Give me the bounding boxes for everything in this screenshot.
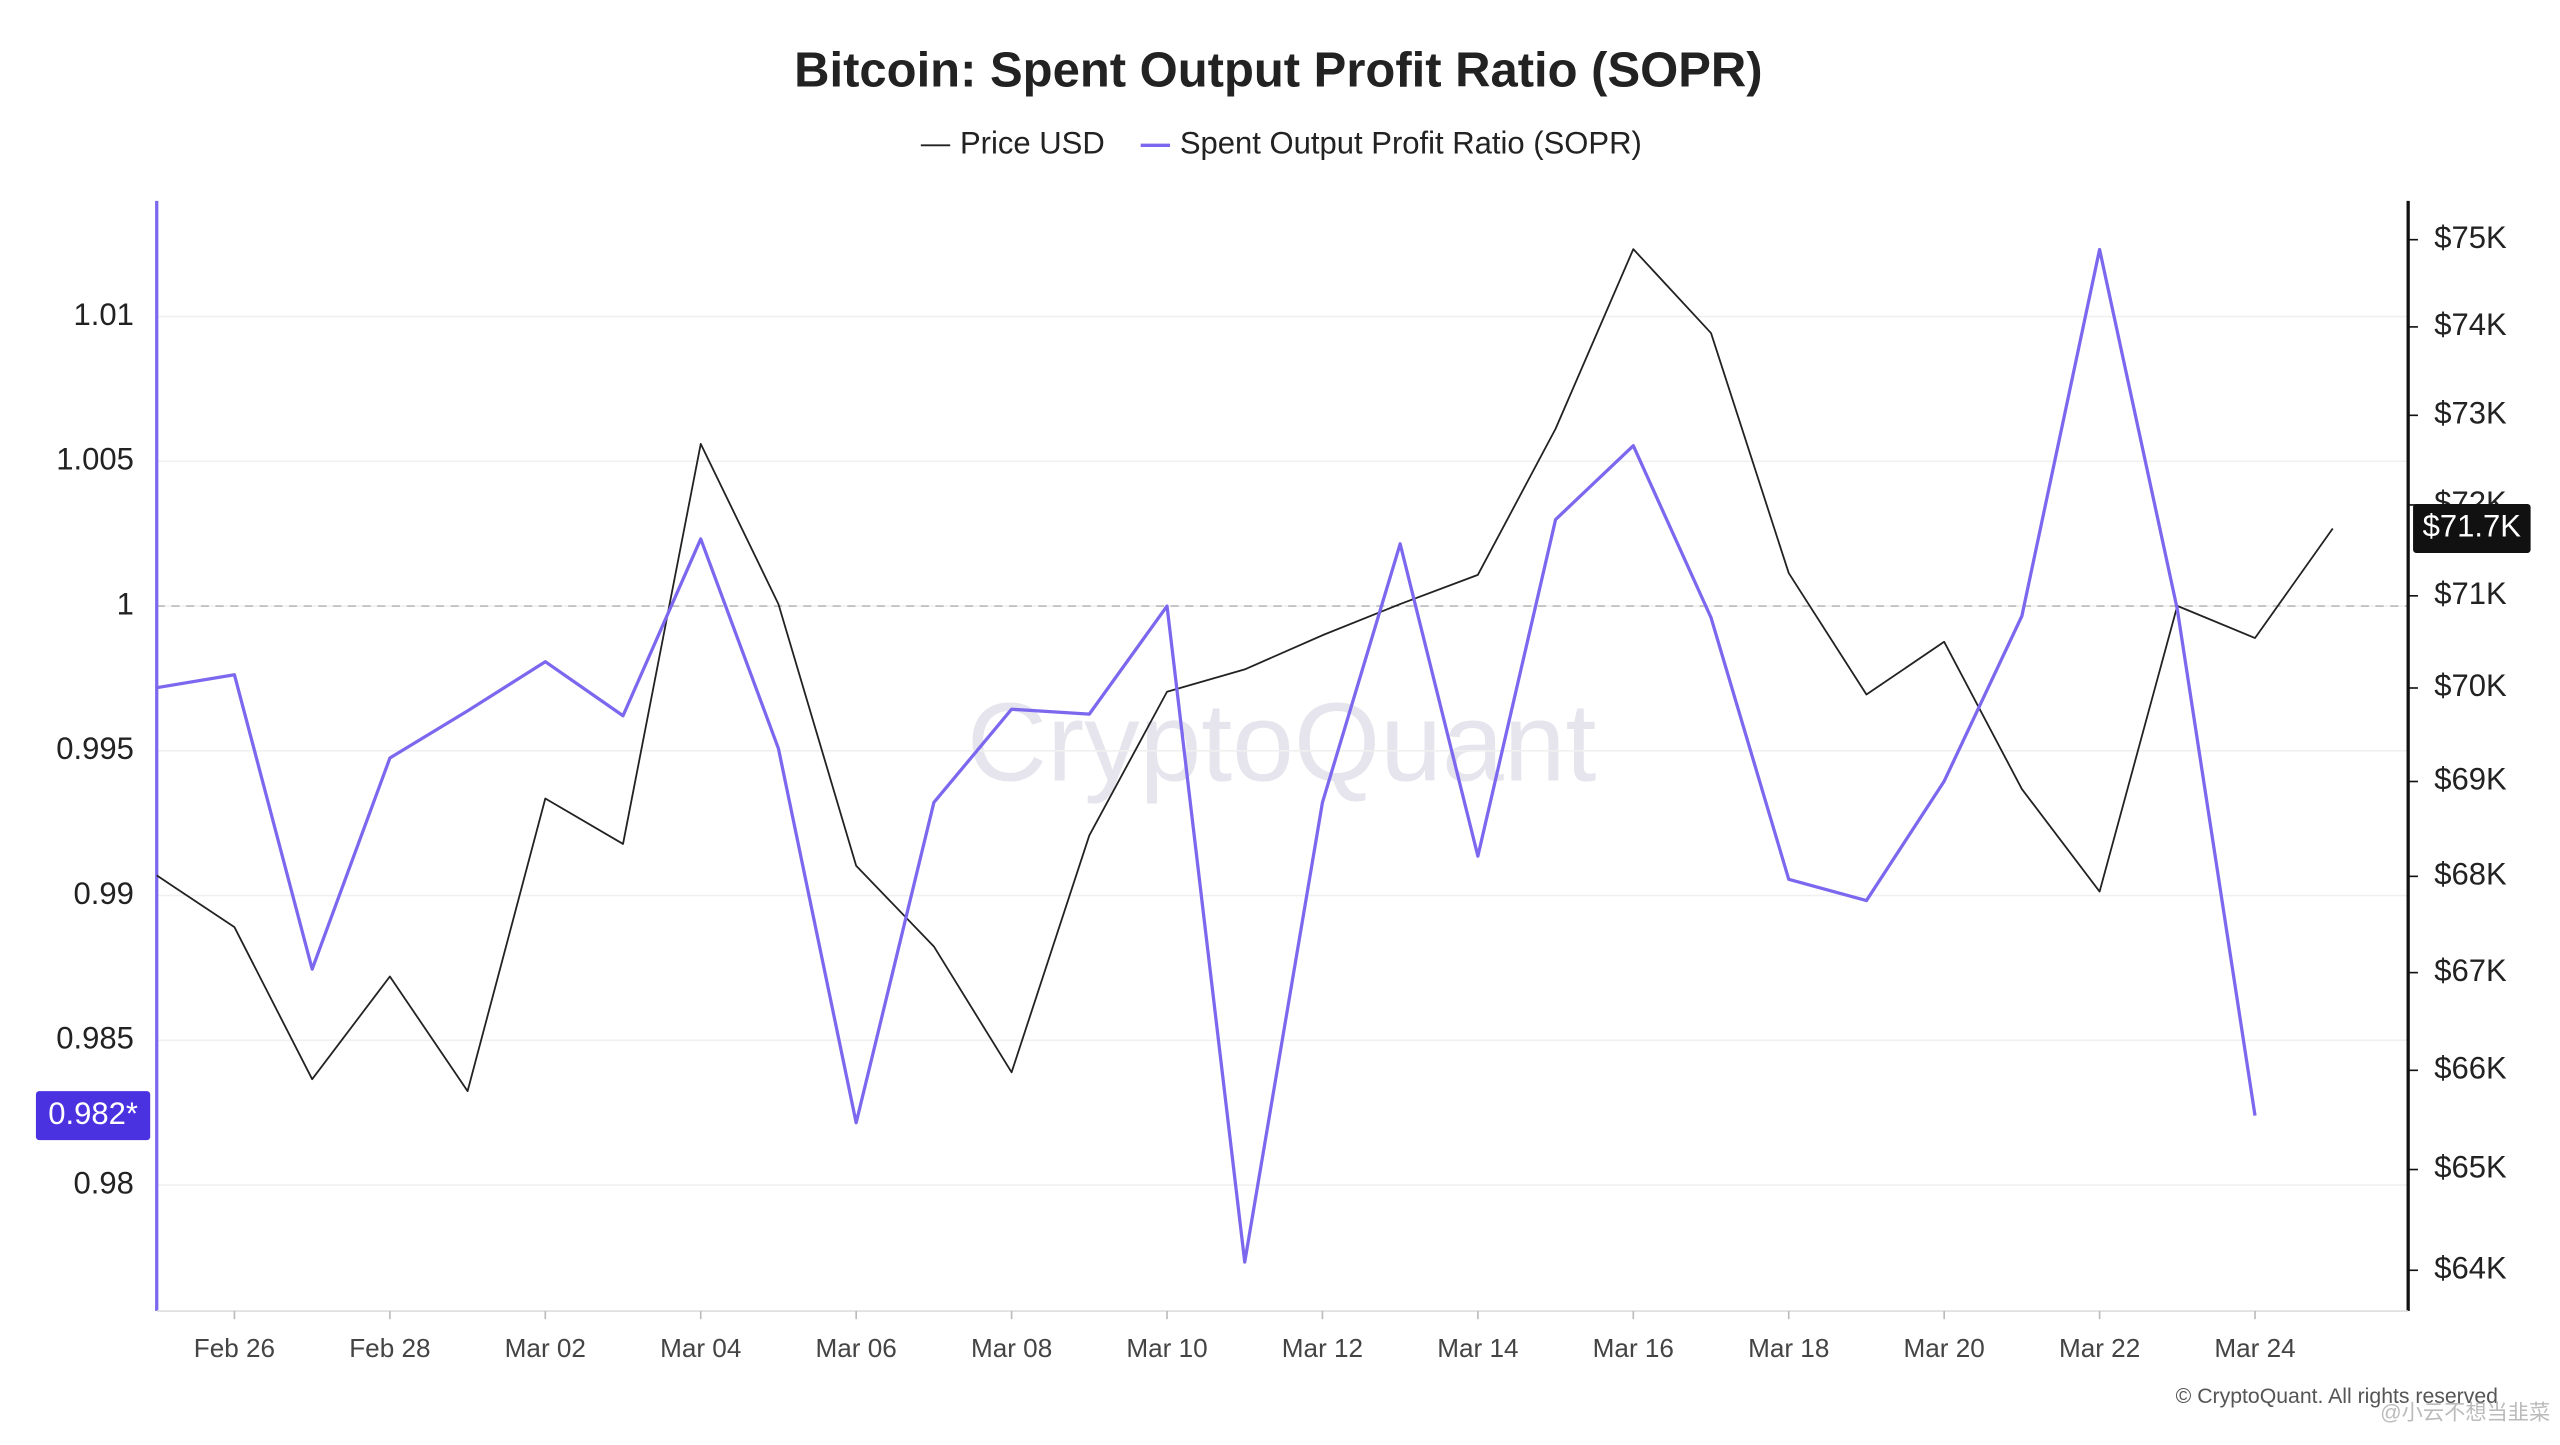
x-tick-label: Mar 16 bbox=[1593, 1333, 1674, 1363]
x-tick-label: Feb 26 bbox=[194, 1333, 275, 1363]
x-tick-label: Feb 28 bbox=[349, 1333, 430, 1363]
x-tick-label: Mar 08 bbox=[971, 1333, 1052, 1363]
y2-tick-label: $71K bbox=[2434, 576, 2507, 611]
x-tick-label: Mar 04 bbox=[660, 1333, 741, 1363]
y2-tick-label: $66K bbox=[2434, 1051, 2507, 1086]
y-tick-label: 0.995 bbox=[56, 731, 134, 766]
x-tick-label: Mar 24 bbox=[2214, 1333, 2295, 1363]
legend-label: Spent Output Profit Ratio (SOPR) bbox=[1180, 125, 1642, 160]
y-tick-label: 1 bbox=[117, 586, 134, 621]
y2-tick-label: $65K bbox=[2434, 1150, 2507, 1185]
y2-tick-label: $64K bbox=[2434, 1250, 2507, 1285]
overlay-text: @小云不想当韭菜 bbox=[2380, 1400, 2550, 1424]
y2-tick-label: $70K bbox=[2434, 668, 2507, 703]
y-tick-label: 1.01 bbox=[74, 297, 134, 332]
y2-tick-label: $74K bbox=[2434, 307, 2507, 342]
y-tick-label: 0.98 bbox=[74, 1165, 134, 1200]
x-tick-label: Mar 12 bbox=[1282, 1333, 1363, 1363]
last-value-badge bbox=[35, 1091, 151, 1141]
series-line bbox=[156, 247, 2257, 1264]
x-tick-label: Mar 06 bbox=[816, 1333, 897, 1363]
y-tick-label: 1.005 bbox=[56, 442, 134, 477]
x-tick-label: Mar 10 bbox=[1126, 1333, 1207, 1363]
legend-label: Price USD bbox=[960, 125, 1105, 160]
y-tick-label: 0.99 bbox=[74, 876, 134, 911]
last-value-badge bbox=[2413, 503, 2531, 553]
x-tick-label: Mar 22 bbox=[2059, 1333, 2140, 1363]
last-value-label: 0.982* bbox=[48, 1096, 138, 1131]
y2-tick-label: $67K bbox=[2434, 953, 2507, 988]
last-value-label: $71.7K bbox=[2423, 509, 2522, 544]
y2-tick-label: $68K bbox=[2434, 857, 2507, 892]
copyright: © CryptoQuant. All rights reserved bbox=[2176, 1385, 2498, 1408]
x-tick-label: Mar 18 bbox=[1748, 1333, 1829, 1363]
y-tick-label: 0.985 bbox=[56, 1021, 134, 1056]
y2-tick-label: $75K bbox=[2434, 220, 2507, 255]
x-tick-label: Mar 14 bbox=[1437, 1333, 1518, 1363]
y2-tick-label: $69K bbox=[2434, 762, 2507, 797]
x-tick-label: Mar 02 bbox=[505, 1333, 586, 1363]
y2-tick-label: $73K bbox=[2434, 396, 2507, 431]
series-line bbox=[156, 248, 2334, 1092]
watermark: CryptoQuant bbox=[967, 679, 1597, 804]
x-tick-label: Mar 20 bbox=[1904, 1333, 1985, 1363]
chart-title: Bitcoin: Spent Output Profit Ratio (SOPR… bbox=[794, 43, 1762, 97]
